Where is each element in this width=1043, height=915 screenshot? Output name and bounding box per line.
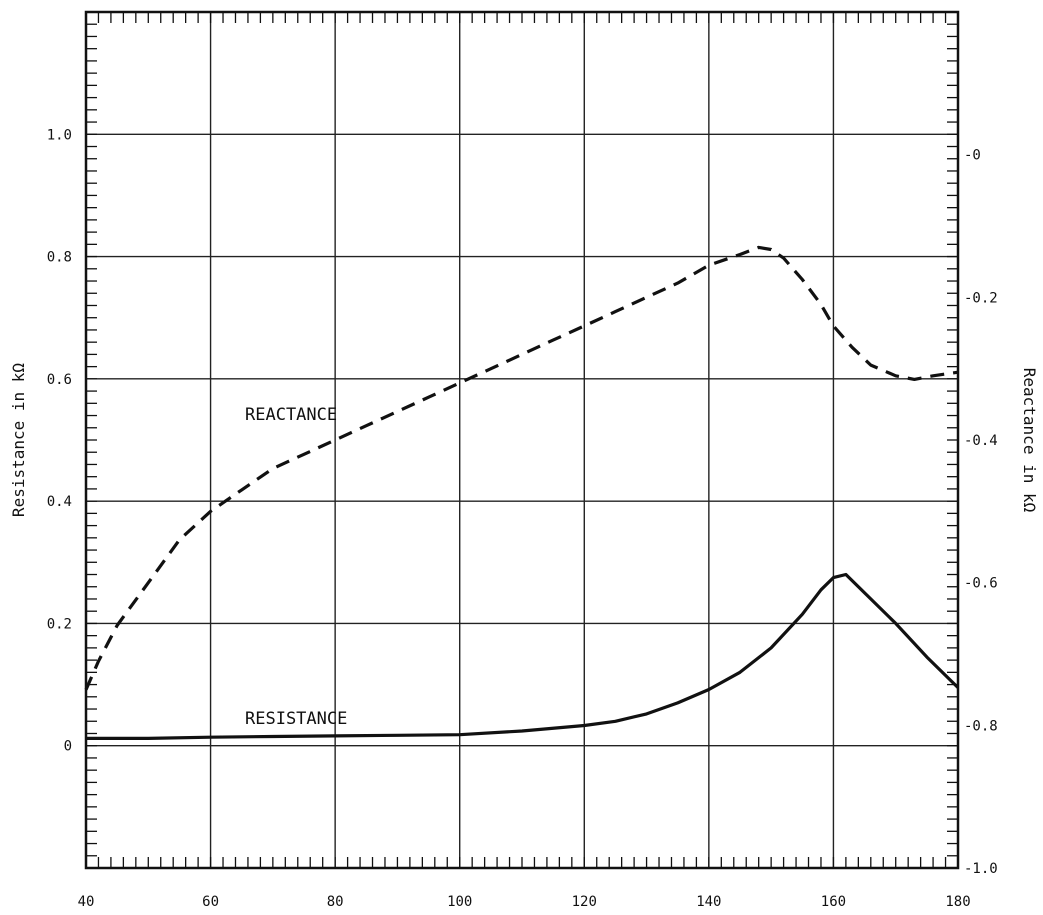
x-tick-label: 80 <box>327 894 344 910</box>
y-tick-label: 0.4 <box>47 494 72 510</box>
resistance-label: RESISTANCE <box>245 709 347 729</box>
resistance-line <box>86 572 960 741</box>
x-tick-label: 100 <box>447 894 472 910</box>
reactance-line <box>84 245 959 691</box>
x-tick-label: 140 <box>696 894 721 910</box>
y2-tick-label: -0.2 <box>964 290 998 306</box>
y2-axis-title: Reactance in kΩ <box>1020 368 1039 513</box>
y2-tick-label: -1.0 <box>964 861 998 877</box>
x-tick-label: 60 <box>202 894 219 910</box>
y-tick-label: 0.2 <box>47 616 72 632</box>
y2-tick-label: -0.8 <box>964 718 998 734</box>
x-tick-label: 40 <box>78 894 95 910</box>
y2-tick-label: -0.4 <box>964 433 998 449</box>
y2-tick-label: -0.6 <box>964 576 998 592</box>
minor-ticks <box>85 11 959 869</box>
y-tick-label: 0.6 <box>47 372 72 388</box>
x-tick-label: 180 <box>945 894 970 910</box>
y-axis-title: Resistance in kΩ <box>9 363 28 517</box>
x-tick-label: 120 <box>572 894 597 910</box>
plot-frame <box>84 10 960 870</box>
reactance-label: REACTANCE <box>245 405 337 425</box>
y-tick-label: 1.0 <box>47 127 72 143</box>
series-layer <box>84 245 960 741</box>
y-tick-labels: 0 0.2 0.4 0.6 0.8 1.0 <box>47 127 72 754</box>
y-tick-label: 0 <box>64 739 72 755</box>
x-tick-label: 160 <box>821 894 846 910</box>
grid-lines <box>85 11 959 869</box>
x-tick-labels: 40 60 80 100 120 140 160 180 <box>78 894 971 910</box>
y-tick-label: 0.8 <box>47 250 72 266</box>
y2-tick-label: -0 <box>964 148 981 164</box>
y2-tick-labels: -1.0 -0.8 -0.6 -0.4 -0.2 -0 <box>964 148 998 877</box>
